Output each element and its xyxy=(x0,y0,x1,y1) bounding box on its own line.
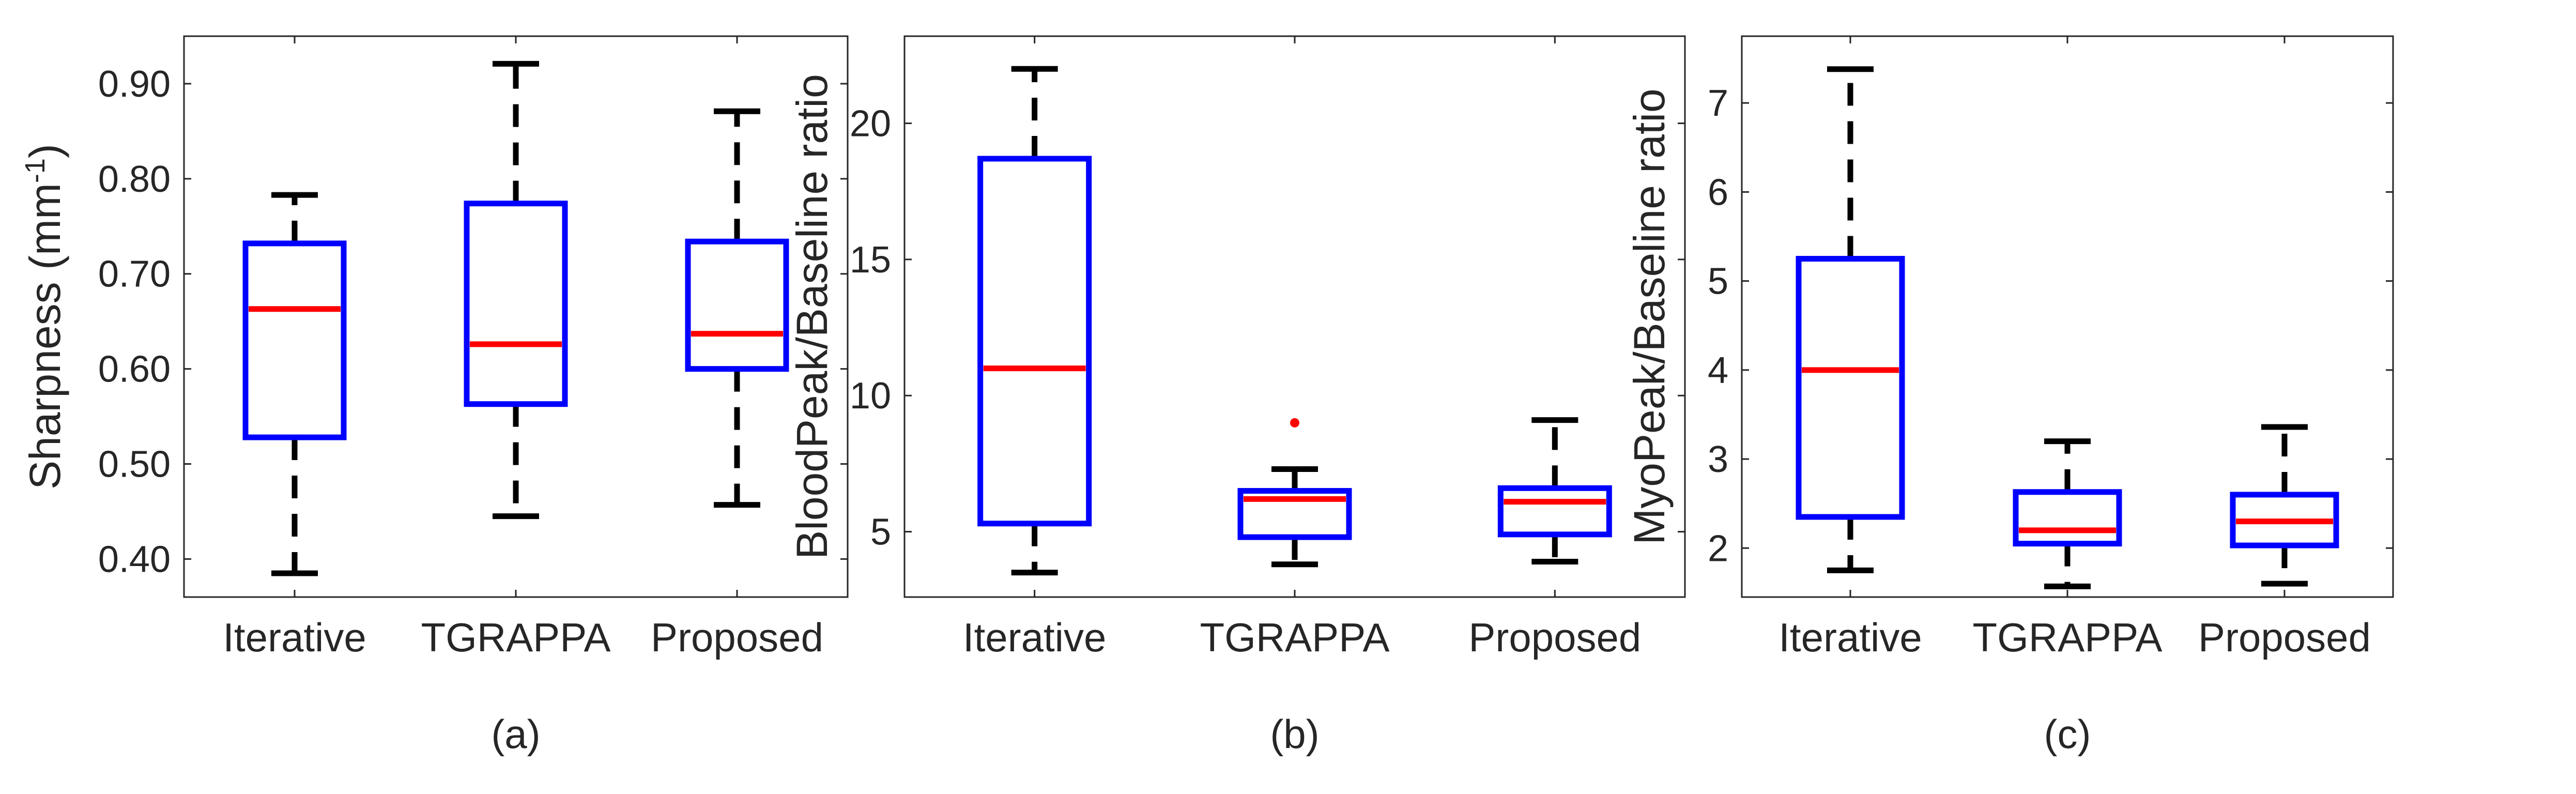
y-tick-label: 0.90 xyxy=(98,64,171,105)
iqr-box xyxy=(464,201,568,407)
y-tick-label: 5 xyxy=(870,512,891,553)
y-tick-label: 4 xyxy=(1708,350,1728,391)
iqr-box xyxy=(1497,485,1612,538)
panel-a: 0.40 0.50 0.60 0.70 0.80 0.90 Iterative TGRAPPA… xyxy=(20,35,849,757)
y-tick-label: 6 xyxy=(1708,172,1728,213)
y-axis-label: Sharpness (mm-1) xyxy=(20,144,69,490)
iqr-box xyxy=(242,240,347,440)
y-tick-label: 2 xyxy=(1708,528,1728,569)
x-category-label: Proposed xyxy=(2198,615,2371,660)
y-tick-label: 20 xyxy=(850,103,891,145)
y-tick-label: 0.80 xyxy=(98,159,171,200)
box-iterative xyxy=(242,192,347,576)
y-tick-label: 10 xyxy=(850,375,891,417)
iqr-box xyxy=(1796,256,1905,520)
box-tgrappa xyxy=(2013,438,2122,589)
y-axis-label-superscript: -1 xyxy=(20,158,51,183)
y-tick-label: 3 xyxy=(1708,439,1728,480)
panel-c: 2 3 4 5 6 7 Iterative TGRAPPA Proposed MyoPeak/Ba… xyxy=(1625,35,2394,757)
box-iterative xyxy=(1796,66,1905,573)
y-axis-label-main: Sharpness (mm xyxy=(21,183,69,490)
x-category-label: Proposed xyxy=(1468,615,1641,660)
y-tick-label: 5 xyxy=(1708,261,1728,302)
y-axis-label: BloodPeak/Baseline ratio xyxy=(788,74,836,559)
x-category-label: Iterative xyxy=(963,615,1106,660)
box-tgrappa xyxy=(464,60,568,520)
outlier-point xyxy=(1290,418,1299,427)
box-proposed xyxy=(685,108,789,508)
x-category-label: TGRAPPA xyxy=(1973,615,2163,660)
panel-label: (b) xyxy=(1270,711,1319,757)
y-tick-label: 0.50 xyxy=(98,444,171,485)
panel-b: 5 10 15 20 Iterative TGRAPPA Proposed BloodPeak… xyxy=(788,35,1686,757)
x-category-label: Proposed xyxy=(651,615,823,660)
x-category-label: Iterative xyxy=(1778,615,1922,660)
y-axis-label-main: BloodPeak/Baseline ratio xyxy=(788,74,836,559)
box-proposed xyxy=(2230,424,2339,587)
y-tick-label: 15 xyxy=(850,239,891,281)
y-tick-label: 0.60 xyxy=(98,349,171,390)
y-tick-label: 0.40 xyxy=(98,539,171,580)
iqr-box xyxy=(685,238,789,372)
box-proposed xyxy=(1497,417,1612,565)
box-tgrappa xyxy=(1237,418,1352,568)
x-category-label: Iterative xyxy=(223,615,366,660)
y-tick-label: 0.70 xyxy=(98,254,171,295)
iqr-box xyxy=(2013,489,2122,547)
box-iterative xyxy=(977,66,1092,576)
y-tick-label: 7 xyxy=(1708,83,1728,124)
y-axis-label-tail: ) xyxy=(21,144,69,158)
iqr-box xyxy=(977,156,1092,527)
y-axis-label-main: MyoPeak/Baseline ratio xyxy=(1625,88,1674,544)
y-axis-label: MyoPeak/Baseline ratio xyxy=(1625,88,1674,544)
x-category-label: TGRAPPA xyxy=(1200,615,1390,660)
panel-label: (a) xyxy=(491,711,540,757)
panel-label: (c) xyxy=(2044,711,2091,757)
x-category-label: TGRAPPA xyxy=(421,615,611,660)
